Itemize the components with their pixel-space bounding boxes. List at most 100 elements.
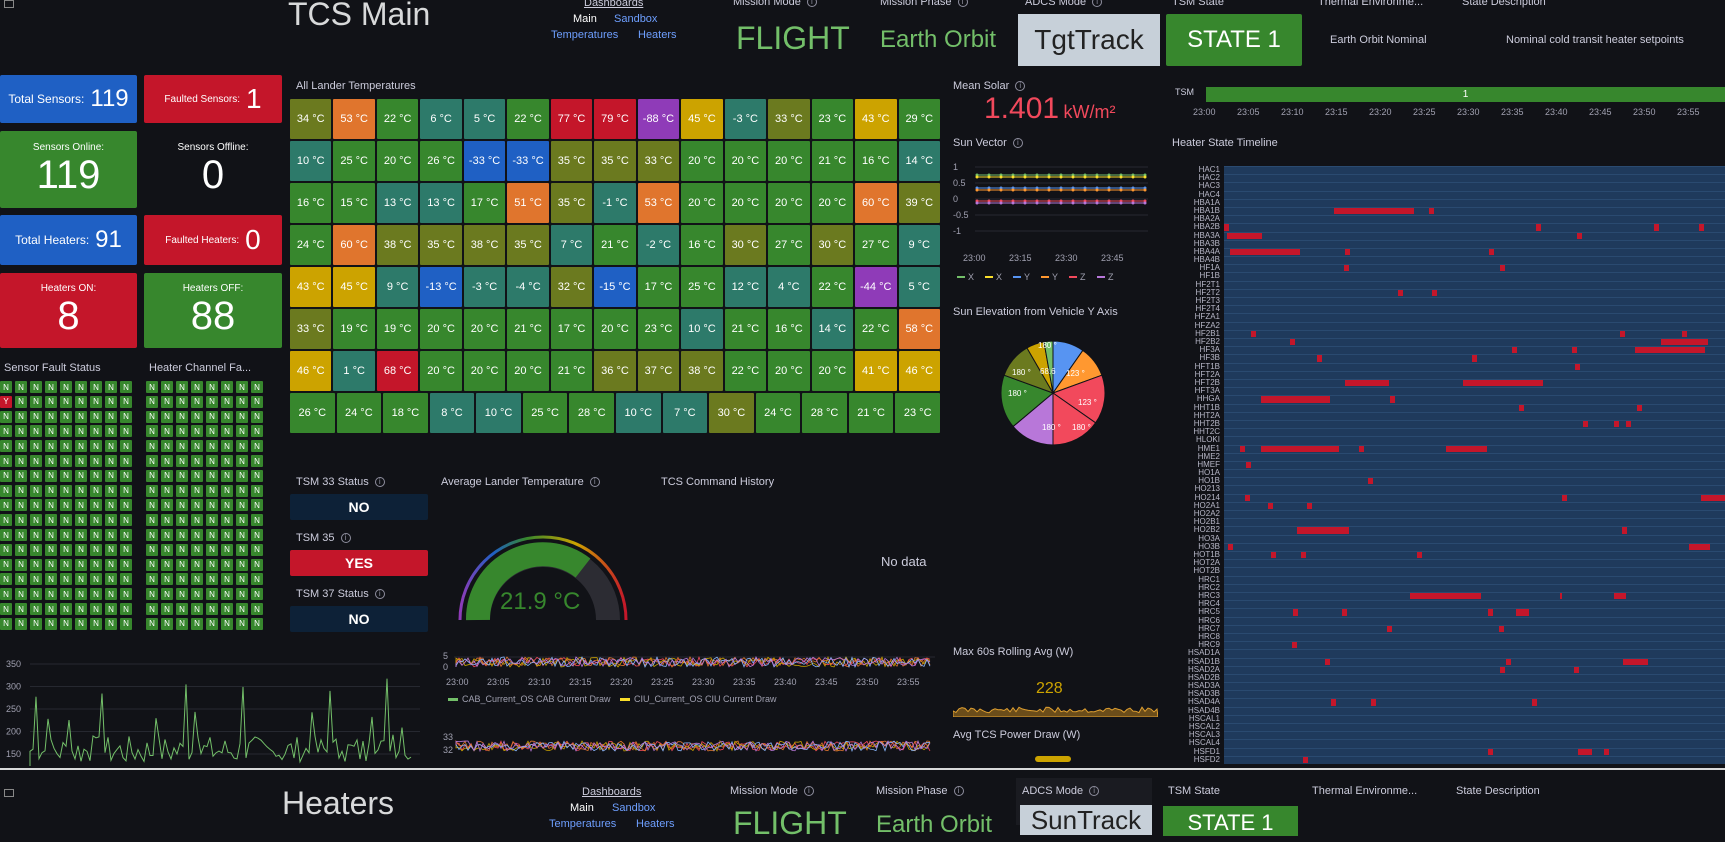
heater-timeline-label: HBA3A: [1193, 230, 1220, 240]
heater-timeline-label: HAC3: [1198, 181, 1220, 191]
fault-cell: N: [236, 455, 248, 467]
heater-on-segment: [1626, 420, 1632, 428]
pie-slice: [1000, 374, 1054, 428]
heater-fault-title: Heater Channel Fa...: [149, 362, 252, 374]
avg-temp-gauge: [458, 535, 628, 621]
heater-on-segment: [1344, 248, 1350, 256]
sun-vector-ytick: 1: [953, 162, 958, 172]
info-icon[interactable]: i: [589, 477, 600, 488]
heater-row-divider: [1224, 723, 1725, 725]
temp-cell: 8 °C: [429, 393, 475, 433]
fault-cell: N: [30, 455, 42, 467]
fault-cell: N: [30, 499, 42, 512]
heater-on-segment: [1532, 699, 1538, 706]
heater-timeline-label: HRC2: [1198, 582, 1220, 592]
avg-power-indicator: [1035, 756, 1071, 762]
heater-on-segment: [1519, 404, 1525, 411]
heater-timeline-label: HO214: [1194, 492, 1220, 502]
heater-row-divider: [1224, 362, 1725, 364]
tsm-state-text: STATE 1: [1187, 26, 1281, 53]
fault-cell: N: [15, 484, 27, 497]
heater-row-divider: [1224, 166, 1725, 167]
info-icon[interactable]: i: [803, 786, 814, 797]
heater-on-segment: [1692, 543, 1698, 550]
heater-row-divider: [1224, 239, 1725, 241]
fault-cell: N: [45, 440, 57, 453]
heater-on-segment: [1230, 248, 1300, 256]
fault-cell: N: [75, 395, 87, 408]
tsm-timeline-xtick: 23:35: [1501, 107, 1524, 117]
heater-on-segment: [1699, 224, 1705, 231]
fault-cell: N: [75, 469, 87, 482]
nav-main-link[interactable]: Main: [573, 13, 597, 25]
fault-cell: N: [161, 410, 173, 423]
fault-cell: N: [120, 558, 132, 571]
fault-cell: N: [176, 514, 188, 527]
info-icon[interactable]: i: [806, 0, 817, 8]
nav-sandbox-link[interactable]: Sandbox: [612, 802, 656, 814]
left-line-chart-svg: 350300250200150150: [6, 659, 420, 782]
heater-on-segment: [1487, 748, 1493, 755]
heater-timeline-label: HBA1B: [1193, 205, 1220, 215]
heater-row-divider: [1224, 526, 1725, 528]
tsm-timeline-bar: 1: [1206, 87, 1725, 102]
fault-cell: N: [251, 381, 263, 393]
fault-cell: N: [15, 573, 27, 586]
current-legend-2: CIU_Current_OS CIU Current Draw: [634, 694, 777, 704]
nav-heaters-link[interactable]: Heaters: [638, 29, 677, 41]
fault-cell: N: [206, 588, 218, 601]
fault-cell: N: [236, 410, 248, 423]
sun-vector-legend: Y: [1052, 272, 1058, 282]
temp-cell: 68 °C: [376, 351, 419, 391]
temp-cell: 26 °C: [420, 141, 462, 181]
heater-timeline-label: HF2T4: [1195, 304, 1220, 314]
nav-main-link[interactable]: Main: [570, 802, 594, 814]
temp-cell: 79 °C: [594, 99, 636, 139]
info-icon[interactable]: i: [1015, 81, 1026, 92]
heater-on-segment: [1316, 355, 1322, 362]
pie-label: 180 °: [1038, 341, 1057, 350]
nav-sandbox-link[interactable]: Sandbox: [614, 13, 658, 25]
mean-solar-unit: kW/m²: [1063, 102, 1116, 122]
nav-heaters-link[interactable]: Heaters: [636, 818, 675, 830]
heater-on-segment: [1701, 494, 1725, 501]
info-icon[interactable]: i: [957, 0, 968, 8]
temp-cell: 20 °C: [594, 309, 636, 349]
info-icon[interactable]: i: [1012, 138, 1023, 149]
sun-vector-point: [1011, 188, 1015, 192]
temp-cell: -88 °C: [637, 99, 680, 139]
adcs-mode-text: SunTrack: [1030, 805, 1142, 835]
info-icon[interactable]: i: [374, 589, 385, 600]
avg-temp-value: 21.9 °C: [500, 588, 581, 615]
heater-row-divider: [1224, 223, 1725, 225]
sun-vector-point: [1023, 175, 1027, 179]
info-icon[interactable]: i: [340, 533, 351, 544]
heater-timeline-label: HF2B1: [1195, 328, 1220, 338]
nav-dashboards-link[interactable]: Dashboards: [582, 786, 642, 798]
fault-cell: N: [191, 588, 203, 601]
heater-on-segment: [1614, 592, 1627, 600]
nav-temperatures-link[interactable]: Temperatures: [551, 29, 619, 41]
fault-cell: N: [120, 381, 132, 393]
nav-dashboards-link[interactable]: Dashboards: [584, 0, 644, 9]
nav-temperatures-link[interactable]: Temperatures: [549, 818, 617, 830]
temp-cell: 5 °C: [463, 99, 506, 139]
sensors-online-label: Sensors Online:: [32, 141, 105, 153]
info-icon[interactable]: i: [1092, 0, 1103, 8]
heater-row-divider: [1224, 460, 1725, 462]
heater-row-divider: [1224, 632, 1725, 634]
info-icon[interactable]: i: [953, 786, 964, 797]
fault-cell: N: [30, 603, 42, 615]
info-icon[interactable]: i: [374, 477, 385, 488]
fault-cell: N: [161, 529, 173, 541]
temp-cell: 25 °C: [333, 141, 375, 181]
info-icon[interactable]: i: [1089, 786, 1100, 797]
heater-on-segment: [1559, 592, 1563, 600]
pie-label: 180 °: [1008, 389, 1027, 398]
fault-cell: N: [146, 410, 158, 423]
current-xtick: 23:25: [651, 677, 674, 687]
heaters-off-value: 88: [190, 293, 236, 338]
mission-phase-header: Mission Phase i: [876, 785, 964, 797]
legend-swatch: [620, 698, 630, 701]
tsm37-text: NO: [348, 611, 370, 627]
